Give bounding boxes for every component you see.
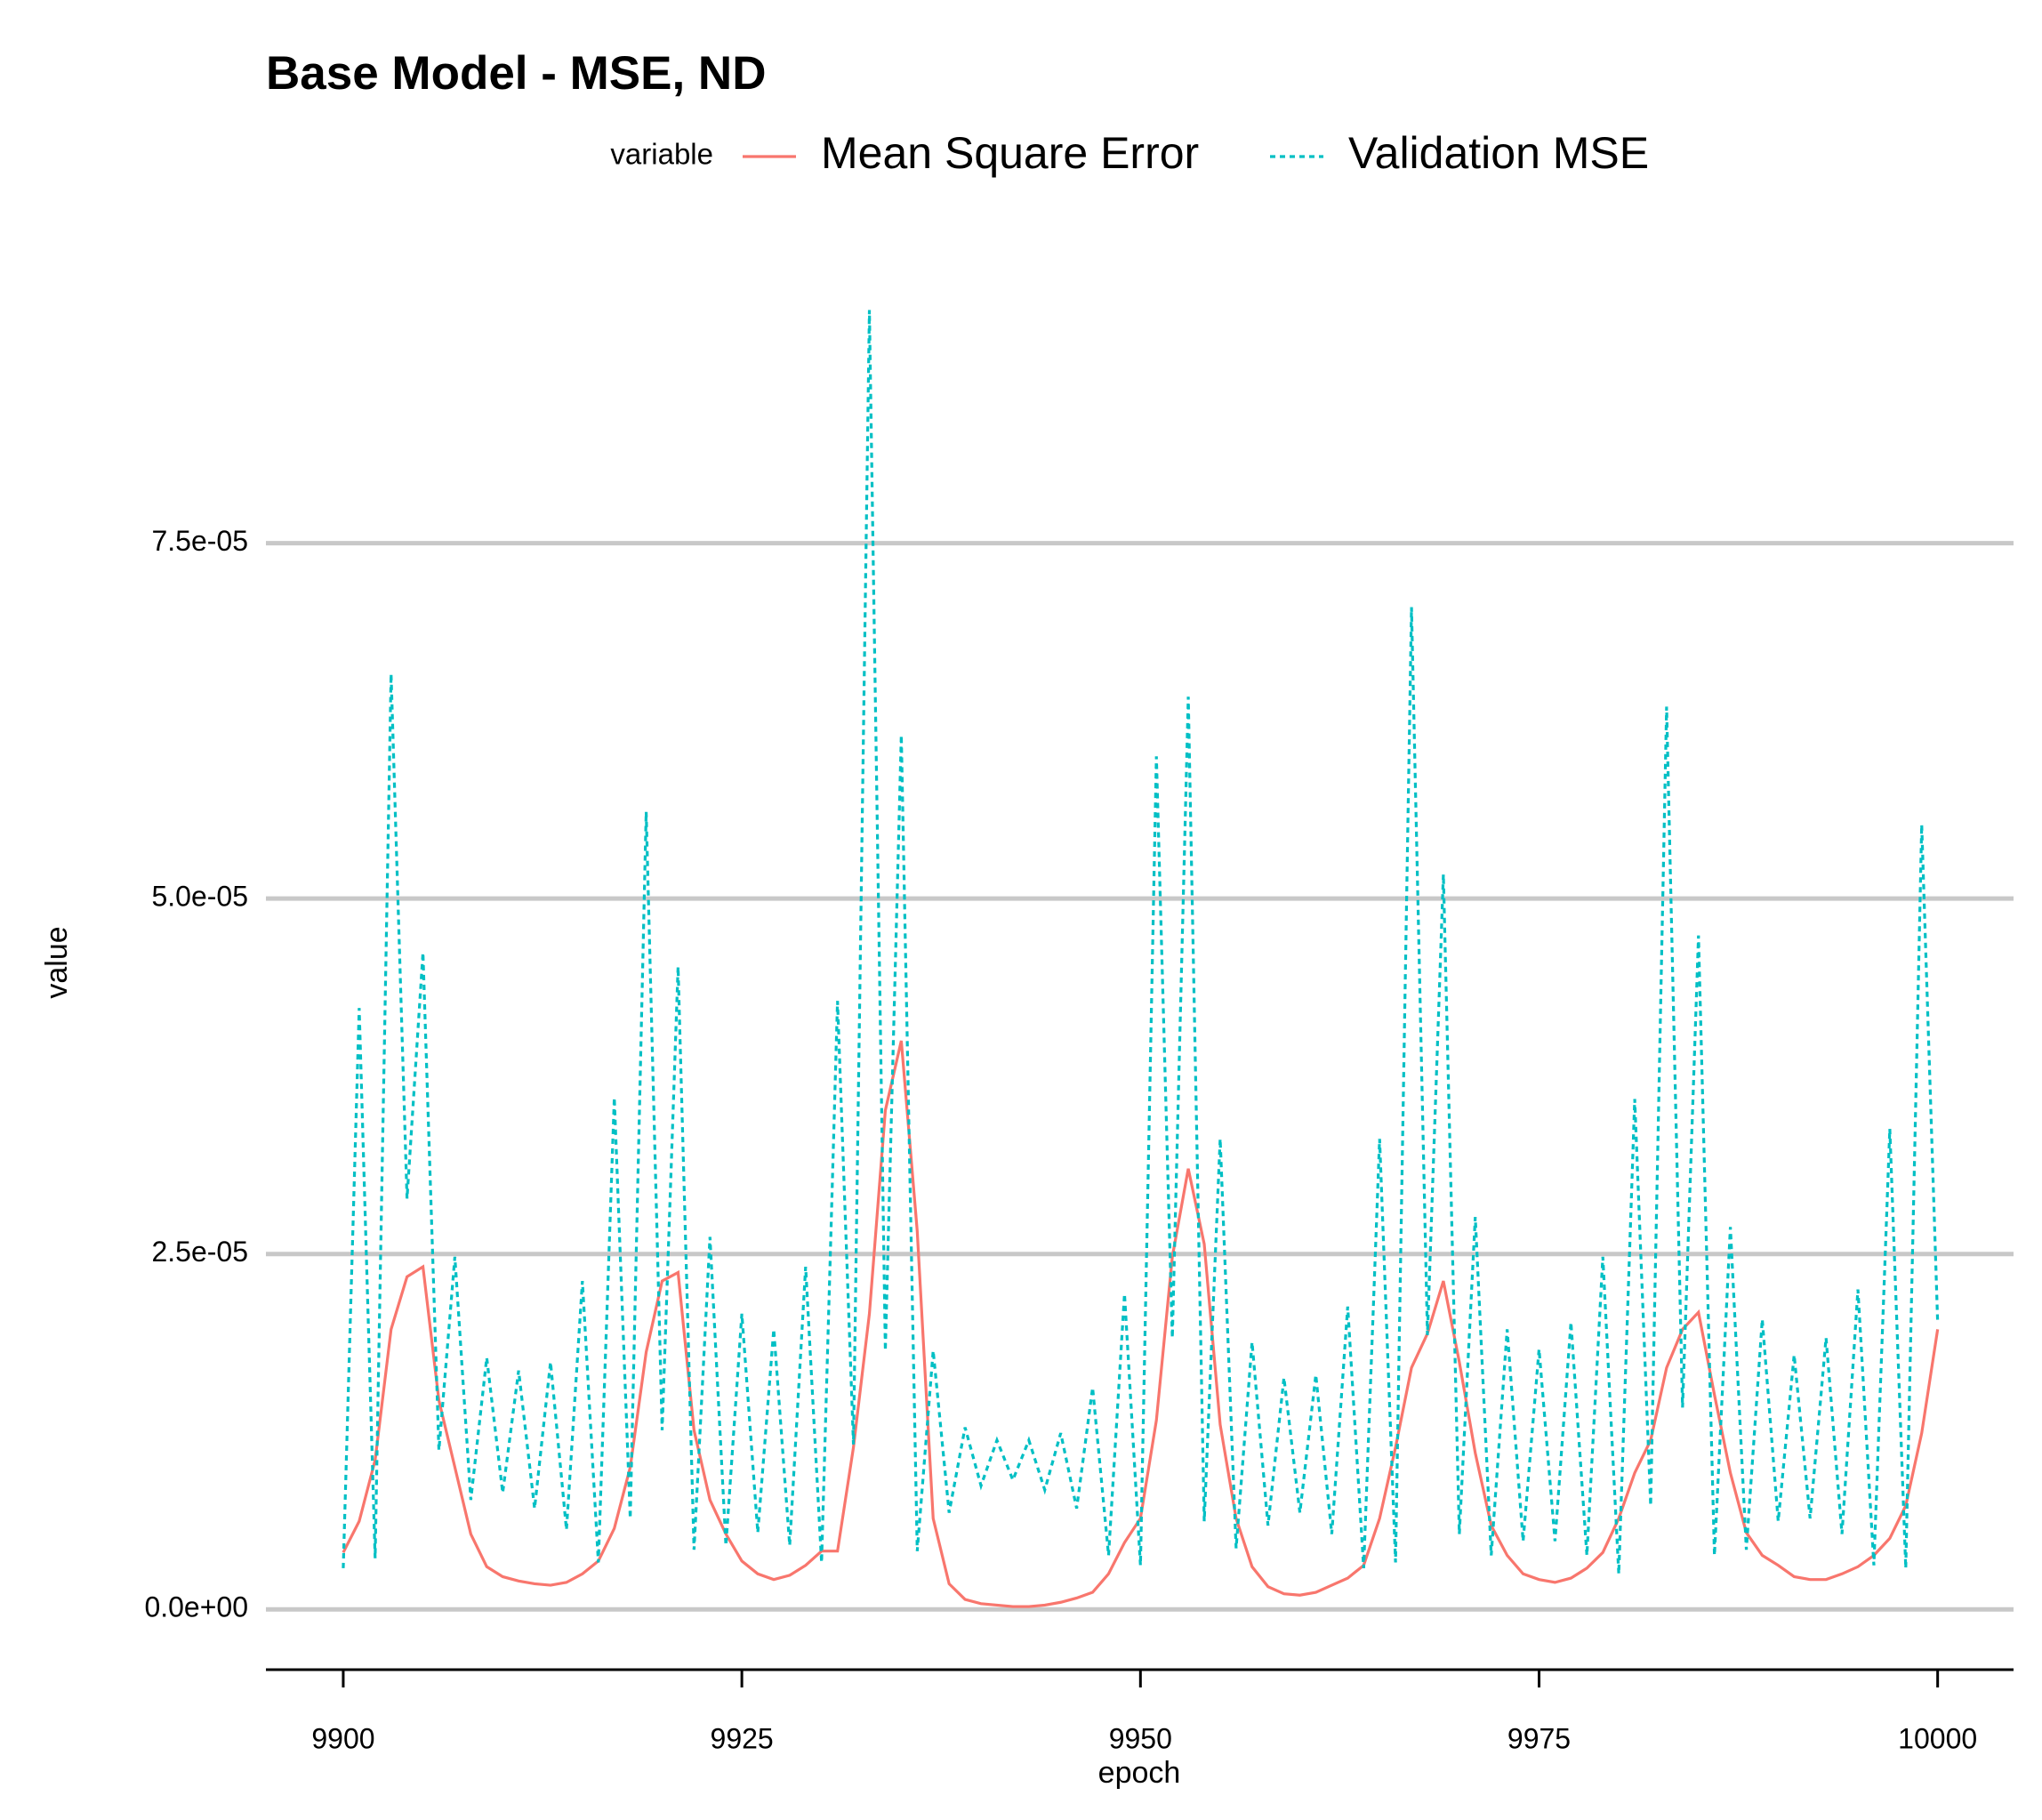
legend-label: Validation MSE — [1348, 128, 1649, 178]
x-tick-label: 9925 — [711, 1722, 774, 1754]
x-tick-label: 9900 — [311, 1722, 374, 1754]
x-tick-label: 9975 — [1507, 1722, 1571, 1754]
y-tick-label: 2.5e-05 — [151, 1236, 248, 1268]
series-line — [342, 310, 1940, 1574]
y-axis-label: value — [40, 926, 74, 998]
y-tick-label: 0.0e+00 — [144, 1591, 248, 1623]
y-tick-label: 5.0e-05 — [151, 881, 248, 913]
legend-title: variable — [610, 138, 713, 171]
x-tick-label: 10000 — [1898, 1722, 1977, 1754]
chart-title: Base Model - MSE, ND — [266, 47, 766, 100]
x-tick-label: 9950 — [1109, 1722, 1172, 1754]
x-axis-label: epoch — [1098, 1756, 1181, 1790]
legend-label: Mean Square Error — [821, 128, 1199, 178]
y-tick-label: 7.5e-05 — [151, 525, 248, 557]
